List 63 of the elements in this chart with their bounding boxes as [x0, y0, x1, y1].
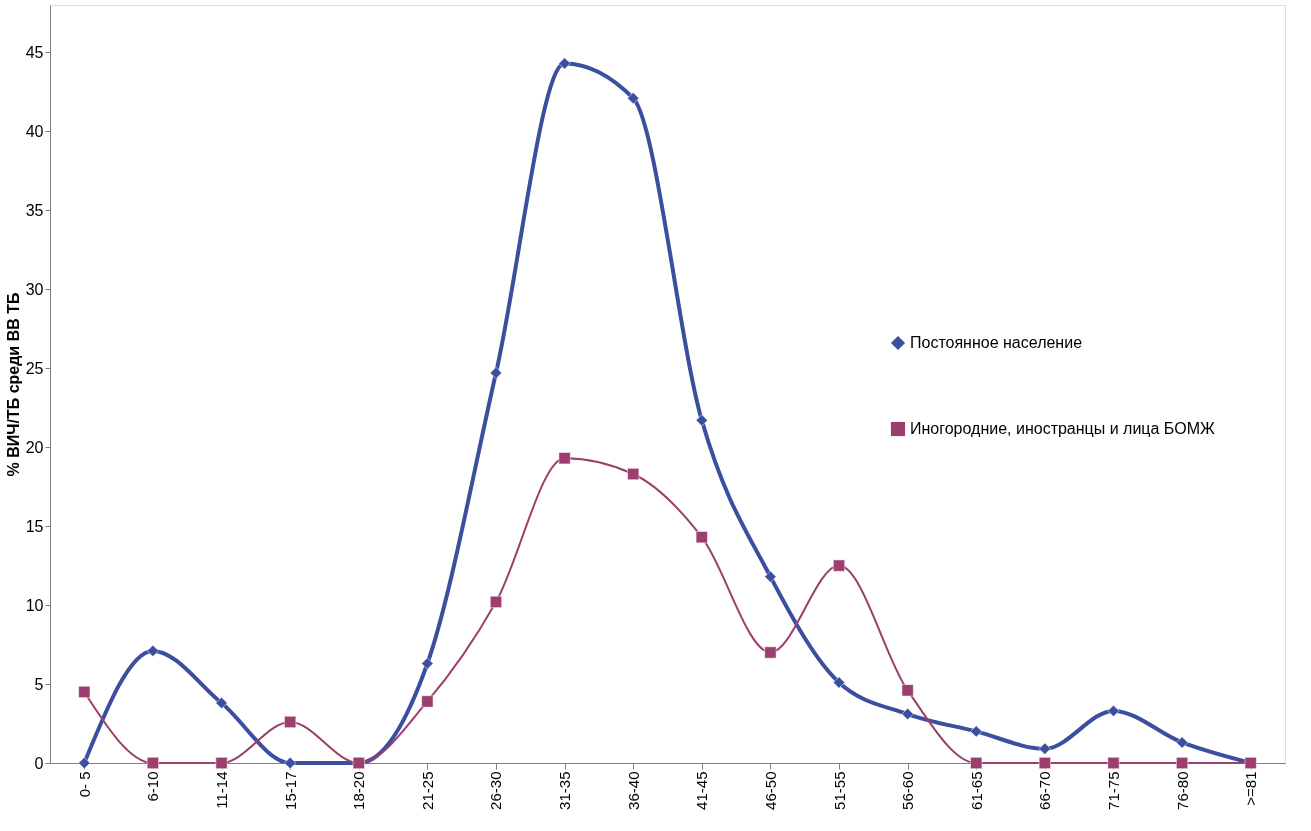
point: [1107, 704, 1120, 717]
point: [215, 757, 228, 769]
point: [1107, 757, 1120, 769]
y-axis-title: % ВИЧ/ТБ среди ВВ ТБ: [4, 292, 22, 477]
point: [146, 644, 159, 657]
x-tick-label: 15-17: [281, 771, 299, 810]
y-tick-label: 0: [34, 754, 44, 772]
point: [558, 57, 571, 70]
point: [490, 595, 502, 608]
y-tick-label: 30: [25, 280, 44, 298]
x-tick-label: 61-65: [967, 771, 985, 810]
y-tick-label: 45: [25, 43, 44, 61]
point: [1038, 742, 1051, 755]
x-tick-label: 31-35: [556, 771, 574, 810]
x-tick-label: 71-75: [1104, 771, 1122, 810]
x-tick-label: 46-50: [761, 771, 779, 810]
point: [833, 559, 845, 572]
y-tick-label: 10: [25, 596, 44, 614]
x-tick-label: 76-80: [1173, 771, 1191, 810]
point: [970, 757, 983, 769]
x-tick-label: 66-70: [1036, 771, 1054, 810]
x-tick-label: 18-20: [350, 771, 368, 810]
point: [215, 697, 228, 709]
point: [764, 570, 777, 583]
x-tick-label: 26-30: [487, 771, 505, 810]
point: [901, 684, 914, 697]
point: [1176, 736, 1189, 749]
point: [695, 531, 708, 544]
point: [970, 725, 983, 738]
y-tick-label: 5: [34, 675, 44, 693]
x-tick-label: 41-45: [693, 771, 711, 810]
x-tick-label: 56-60: [899, 771, 917, 810]
y-tick-label: 20: [25, 438, 44, 456]
point: [627, 92, 640, 105]
point: [627, 468, 640, 480]
y-tick-label: 35: [25, 201, 44, 219]
x-tick-label: 6-10: [144, 771, 162, 802]
x-tick-label: >=81: [1242, 771, 1260, 806]
point: [1176, 757, 1189, 769]
point: [146, 757, 159, 769]
point: [764, 646, 777, 659]
point: [1038, 757, 1051, 769]
y-tick-label: 25: [25, 359, 44, 377]
legend-label: Иногородние, иностранцы и лица БОМЖ: [910, 420, 1215, 437]
point: [695, 414, 708, 427]
x-tick-label: 11-14: [213, 771, 231, 809]
y-tick-label: 15: [25, 517, 44, 535]
y-tick-label: 40: [25, 122, 44, 140]
point: [284, 715, 297, 728]
x-tick-label: 36-40: [624, 771, 642, 810]
point: [421, 695, 434, 708]
point: [78, 757, 91, 769]
legend-label: Постоянное население: [910, 334, 1083, 351]
x-tick-label: 51-55: [830, 771, 848, 810]
point: [78, 685, 91, 698]
point: [558, 452, 571, 465]
point: [421, 657, 434, 670]
point: [490, 366, 502, 379]
x-tick-label: 0- 5: [75, 771, 93, 798]
point: [284, 757, 297, 769]
point: [833, 676, 845, 689]
x-tick-label: 21-25: [418, 771, 436, 810]
point: [901, 708, 914, 720]
